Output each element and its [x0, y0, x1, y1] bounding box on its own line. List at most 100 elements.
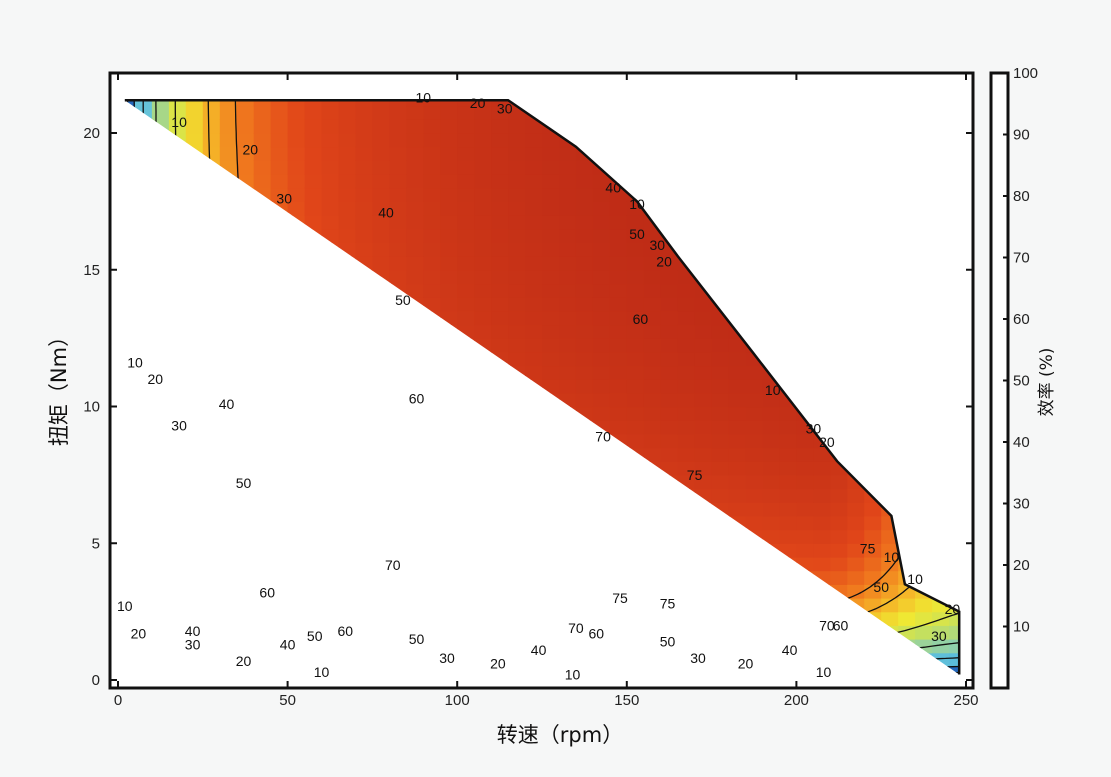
heatmap-cell	[321, 160, 340, 175]
heatmap-cell	[457, 187, 475, 202]
heatmap-cell	[830, 515, 848, 531]
heatmap-cell	[542, 324, 560, 339]
heatmap-cell	[626, 242, 645, 257]
heatmap-cell	[440, 105, 458, 120]
heatmap-cell	[796, 447, 814, 462]
heatmap-cell	[474, 283, 492, 298]
heatmap-cell	[660, 324, 679, 339]
heatmap-cell	[575, 256, 594, 271]
heatmap-cell	[677, 338, 696, 353]
heatmap-cell	[762, 529, 781, 544]
heatmap-cell	[643, 379, 662, 394]
heatmap-cell	[389, 133, 407, 148]
heatmap-cell	[253, 174, 272, 189]
heatmap-cell	[355, 133, 373, 148]
heatmap-cell	[406, 201, 424, 216]
heatmap-cell	[949, 652, 960, 667]
heatmap-cell	[321, 133, 340, 148]
heatmap-cell	[660, 310, 679, 326]
heatmap-cell	[643, 420, 662, 435]
heatmap-cell	[508, 256, 526, 271]
heatmap-cell	[745, 474, 764, 490]
heatmap-cell	[609, 269, 628, 285]
heatmap-cell	[236, 100, 255, 107]
heatmap-cell	[575, 338, 594, 353]
heatmap-cell	[508, 297, 526, 312]
heatmap-cell	[508, 133, 526, 148]
heatmap-cell	[559, 351, 577, 367]
heatmap-cell	[457, 160, 475, 175]
heatmap-cell	[236, 119, 255, 134]
heatmap-cell	[559, 160, 577, 175]
heatmap-cell	[796, 502, 814, 517]
heatmap-cell	[864, 598, 882, 613]
heatmap-cell	[270, 174, 289, 189]
heatmap-cell	[796, 433, 814, 449]
heatmap-cell	[643, 310, 662, 326]
contour-label: 50	[307, 628, 323, 644]
heatmap-cell	[338, 174, 357, 189]
contour-label: 60	[833, 617, 849, 633]
heatmap-cell	[168, 100, 187, 107]
heatmap-cell	[779, 433, 797, 449]
heatmap-cell	[440, 160, 458, 175]
heatmap-cell	[219, 105, 238, 120]
contour-label: 50	[660, 634, 676, 650]
heatmap-cell	[338, 146, 357, 161]
heatmap-cell	[915, 598, 933, 613]
heatmap-cell	[745, 515, 764, 531]
contour-label: 75	[660, 595, 676, 611]
heatmap-cell	[677, 283, 696, 298]
heatmap-cell	[711, 324, 730, 339]
heatmap-cell	[609, 187, 628, 202]
heatmap-cell	[559, 174, 577, 189]
heatmap-cell	[508, 119, 526, 134]
heatmap-cell	[949, 625, 960, 640]
heatmap-cell	[575, 324, 594, 339]
heatmap-cell	[694, 447, 713, 462]
heatmap-cell	[949, 666, 960, 675]
heatmap-cell	[321, 119, 340, 134]
heatmap-cell	[677, 420, 696, 435]
heatmap-cell	[694, 433, 713, 449]
heatmap-cell	[338, 100, 357, 107]
heatmap-cell	[796, 474, 814, 490]
heatmap-cell	[609, 201, 628, 216]
heatmap-cell	[559, 269, 577, 285]
contour-label: 60	[633, 311, 649, 327]
heatmap-cell	[575, 215, 594, 230]
heatmap-cell	[559, 242, 577, 257]
heatmap-cell	[762, 447, 781, 462]
heatmap-cell	[728, 351, 747, 367]
heatmap-cell	[779, 488, 797, 503]
heatmap-cell	[491, 242, 509, 257]
heatmap-cell	[406, 228, 424, 243]
heatmap-cell	[423, 146, 441, 161]
heatmap-cell	[694, 420, 713, 435]
contour-label: 30	[171, 418, 187, 434]
heatmap-cell	[321, 187, 340, 202]
heatmap-cell	[542, 201, 560, 216]
heatmap-cell	[847, 584, 865, 599]
heatmap-cell	[474, 146, 492, 161]
heatmap-cell	[728, 379, 747, 394]
heatmap-cell	[626, 215, 645, 230]
heatmap-cell	[847, 488, 865, 503]
heatmap-cell	[677, 461, 696, 476]
heatmap-cell	[525, 187, 543, 202]
heatmap-cell	[202, 119, 221, 134]
heatmap-cell	[660, 283, 679, 298]
heatmap-cell	[830, 529, 848, 544]
heatmap-cell	[219, 146, 238, 161]
heatmap-cell	[643, 351, 662, 367]
x-tick-label: 200	[784, 692, 809, 709]
heatmap-cell	[559, 310, 577, 326]
heatmap-cell	[389, 201, 407, 216]
heatmap-cell	[253, 160, 272, 175]
heatmap-cell	[626, 310, 645, 326]
heatmap-cell	[355, 242, 373, 257]
heatmap-cell	[592, 187, 611, 202]
heatmap-cell	[660, 365, 679, 380]
heatmap-cell	[745, 406, 764, 421]
heatmap-cell	[508, 351, 526, 367]
